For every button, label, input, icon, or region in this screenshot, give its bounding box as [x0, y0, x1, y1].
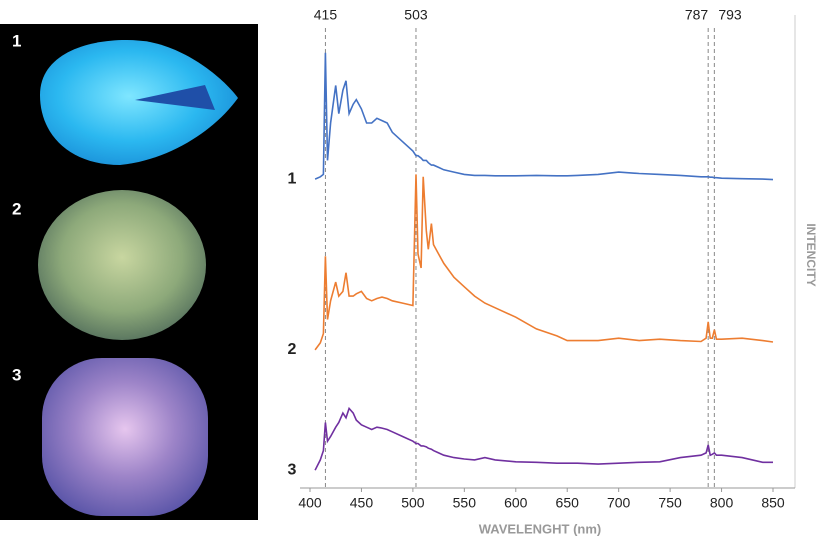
x-tick-label: 650: [556, 495, 580, 511]
series-line: [315, 174, 773, 350]
x-tick-label: 600: [504, 495, 528, 511]
x-tick-label: 550: [453, 495, 477, 511]
series-label: 3: [288, 461, 297, 478]
image-label: 1: [12, 31, 21, 50]
x-tick-label: 850: [761, 495, 785, 511]
x-axis-title: WAVELENGHT (nm): [479, 521, 602, 536]
figure: 1 2 3 WAVELENGHT (nm) INTENCITY 400 450 50…: [0, 0, 819, 541]
x-tick-label: 500: [401, 495, 425, 511]
x-tick-label: 700: [607, 495, 631, 511]
series-line: [315, 53, 773, 180]
reference-label: 787: [685, 7, 709, 23]
reference-label: 415: [314, 7, 338, 23]
reference-label: 503: [404, 7, 428, 23]
reference-label: 793: [718, 7, 742, 23]
image-label: 2: [12, 199, 21, 218]
y-axis-title: INTENCITY: [804, 223, 818, 286]
series-label: 2: [288, 341, 297, 358]
x-tick-label: 750: [658, 495, 682, 511]
gem-2: [38, 190, 206, 340]
x-tick-label: 450: [350, 495, 374, 511]
gem-3: [42, 358, 208, 516]
series-line: [315, 408, 773, 470]
x-tick-label: 800: [710, 495, 734, 511]
series-label: 1: [288, 170, 297, 187]
image-label: 3: [12, 365, 21, 384]
x-tick-label: 400: [298, 495, 322, 511]
